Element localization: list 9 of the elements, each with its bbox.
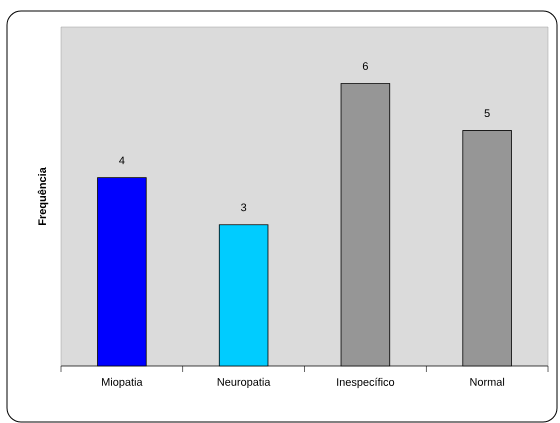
- x-tick-label: Inespecífico: [337, 378, 394, 388]
- data-label: 5: [484, 109, 490, 118]
- x-tick-label: Normal: [470, 378, 504, 386]
- data-label: 6: [362, 62, 368, 70]
- x-tick-label: Miopatia: [102, 378, 143, 388]
- data-label: 4: [119, 156, 125, 164]
- data-label: 3: [241, 203, 246, 212]
- y-axis-title: Frequência: [38, 167, 48, 225]
- x-tick-label: Neuropatia: [218, 378, 270, 388]
